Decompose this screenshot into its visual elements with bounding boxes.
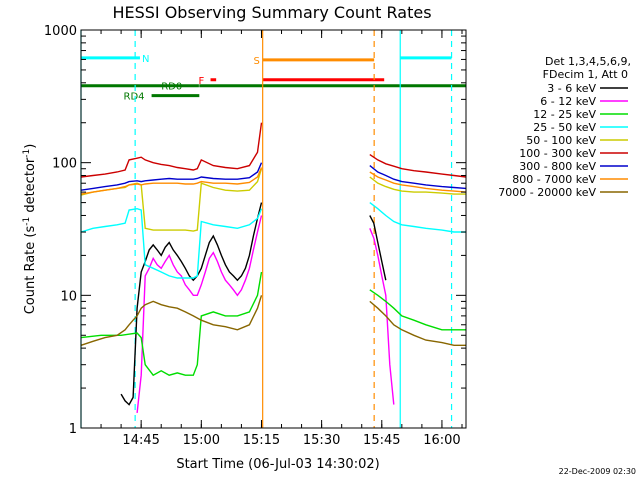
chart-title: HESSI Observing Summary Count Rates bbox=[112, 3, 431, 22]
series-line-12-25-kev bbox=[369, 289, 466, 331]
mode-boundaries bbox=[80, 30, 453, 428]
x-tick-label: 15:45 bbox=[363, 433, 400, 448]
x-axis: 14:45 15:00 15:15 15:30 15:45 16:00 bbox=[80, 30, 463, 448]
series-line-800-7000-kev bbox=[80, 167, 263, 195]
timestamp: 22-Dec-2009 02:30 bbox=[559, 467, 636, 476]
legend-label-800-7000-kev: 800 - 7000 keV bbox=[512, 173, 596, 186]
legend-label-300-800-kev: 300 - 800 keV bbox=[519, 160, 596, 173]
legend-header-line-2: FDecim 1, Att 0 bbox=[543, 68, 628, 81]
legend-label-50-100-kev: 50 - 100 keV bbox=[526, 134, 596, 147]
series-line-6-12-kev bbox=[136, 215, 263, 413]
flag-label-rd0: RD0 bbox=[161, 82, 182, 93]
series-line-3-6-kev bbox=[369, 215, 387, 281]
series-line-100-300-kev bbox=[80, 122, 263, 178]
observing-flags: N S F RD0 RD4 bbox=[81, 54, 466, 103]
series-line-300-800-kev bbox=[369, 165, 467, 190]
series-line-100-300-kev bbox=[369, 154, 467, 178]
y-tick-label: 1 bbox=[69, 422, 77, 437]
flag-label-rd4: RD4 bbox=[124, 92, 145, 103]
series-line-300-800-kev bbox=[80, 162, 263, 191]
flag-label-s: S bbox=[253, 56, 259, 67]
series-line-3-6-kev bbox=[120, 202, 263, 406]
x-tick-label: 15:15 bbox=[243, 433, 280, 448]
legend-label-3-6-kev: 3 - 6 keV bbox=[547, 82, 596, 95]
y-tick-label: 10 bbox=[60, 289, 77, 304]
series-layer bbox=[80, 122, 467, 413]
legend-label-7000-20000-kev: 7000 - 20000 keV bbox=[498, 186, 596, 199]
series-line-800-7000-kev bbox=[369, 171, 467, 193]
series-line-25-50-kev bbox=[369, 202, 466, 233]
x-tick-label: 15:30 bbox=[303, 433, 340, 448]
legend-label-100-300-kev: 100 - 300 keV bbox=[519, 147, 596, 160]
legend-label-25-50-kev: 25 - 50 keV bbox=[533, 121, 596, 134]
x-tick-label: 15:00 bbox=[183, 433, 220, 448]
series-line-12-25-kev bbox=[80, 271, 263, 377]
flag-label-f: F bbox=[199, 76, 205, 87]
plot-frame bbox=[80, 29, 467, 429]
legend-label-6-12-kev: 6 - 12 keV bbox=[540, 95, 596, 108]
y-axis-label: Count Rate (s-1 detector-1) bbox=[22, 144, 38, 315]
x-axis-label: Start Time (06-Jul-03 14:30:02) bbox=[176, 457, 379, 472]
legend: Det 1,3,4,5,6,9, FDecim 1, Att 0 3 - 6 k… bbox=[498, 55, 631, 199]
x-tick-label: 14:45 bbox=[122, 433, 159, 448]
series-line-7000-20000-kev bbox=[80, 295, 263, 346]
legend-header-line-1: Det 1,3,4,5,6,9, bbox=[545, 55, 631, 68]
y-tick-label: 100 bbox=[52, 157, 77, 172]
y-axis: 1 10 100 1000 bbox=[44, 24, 466, 437]
flag-label-n: N bbox=[142, 54, 149, 65]
series-line-6-12-kev bbox=[369, 228, 395, 405]
y-tick-label: 1000 bbox=[44, 24, 77, 39]
series-line-50-100-kev bbox=[369, 176, 466, 195]
series-line-25-50-kev bbox=[80, 207, 263, 279]
x-tick-label: 16:00 bbox=[423, 433, 460, 448]
legend-label-12-25-kev: 12 - 25 keV bbox=[533, 108, 596, 121]
series-line-7000-20000-kev bbox=[369, 300, 466, 346]
